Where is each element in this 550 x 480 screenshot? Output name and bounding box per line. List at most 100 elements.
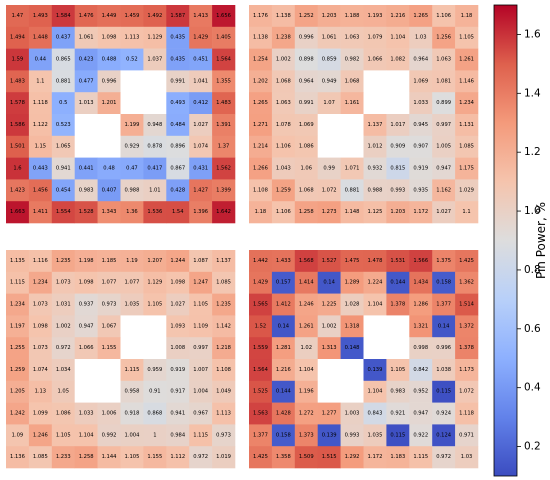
cell-value-label: 1.425 xyxy=(253,454,268,460)
cell-value-label: 1.216 xyxy=(276,367,291,373)
cell-value-label: 0.859 xyxy=(322,57,337,63)
heatmap-cell xyxy=(386,201,410,224)
heatmap-cell xyxy=(409,5,433,28)
cell-value-label: 1.207 xyxy=(147,258,162,264)
cell-value-label: 1.116 xyxy=(33,258,48,264)
heatmap-cell xyxy=(166,92,190,115)
heatmap-cell xyxy=(249,337,273,360)
cell-value-label: 1.137 xyxy=(216,258,231,264)
heatmap-cell xyxy=(294,157,318,180)
cell-value-label: 1.06 xyxy=(300,166,312,172)
cell-value-label: 1.663 xyxy=(10,209,25,215)
heatmap-cell xyxy=(212,201,236,224)
cell-value-label: 1.148 xyxy=(345,209,360,215)
cell-value-label: 1.193 xyxy=(368,13,383,19)
cell-value-label: 1.115 xyxy=(125,367,140,373)
heatmap-cell xyxy=(386,402,410,425)
heatmap-cell xyxy=(97,446,121,469)
cell-value-label: 0.958 xyxy=(125,389,140,395)
cell-value-label: 1.087 xyxy=(193,258,208,264)
cell-value-label: 1.033 xyxy=(413,100,428,106)
cell-value-label: 1.012 xyxy=(368,144,383,150)
cell-value-label: 1.068 xyxy=(299,187,314,193)
heatmap-cell xyxy=(28,135,53,158)
heatmap-cell xyxy=(28,5,53,28)
heatmap-cell xyxy=(28,315,53,338)
cell-value-label: 0.484 xyxy=(170,122,186,128)
cell-value-label: 1.434 xyxy=(413,280,429,286)
heatmap-cell xyxy=(51,135,75,158)
cell-value-label: 1.528 xyxy=(79,209,94,215)
cell-value-label: 1.459 xyxy=(125,13,140,19)
heatmap-cell xyxy=(120,114,144,137)
cell-value-label: 1.085 xyxy=(216,280,231,286)
cell-value-label: 1.066 xyxy=(368,57,383,63)
heatmap-cell xyxy=(143,271,167,294)
cell-value-label: 1.1 xyxy=(462,209,470,215)
cell-value-label: 1.531 xyxy=(390,258,405,264)
heatmap-panel-bottom-left: 1.135 1.116 1.235 1.198 1.185 1.19 1.207 1.244 1… xyxy=(6,250,236,469)
heatmap-cell xyxy=(166,424,190,447)
cell-value-label: 1.142 xyxy=(216,323,231,329)
heatmap-cell xyxy=(120,359,144,382)
heatmap-cell xyxy=(74,26,98,49)
cell-value-label: 1.202 xyxy=(253,78,268,84)
cell-value-label: 1.515 xyxy=(322,454,337,460)
cell-value-label: 0.435 xyxy=(170,35,185,41)
cell-value-label: 1.109 xyxy=(193,323,208,329)
heatmap-cell xyxy=(74,337,98,360)
heatmap-cell xyxy=(432,446,456,469)
heatmap-cell xyxy=(271,48,296,71)
heatmap-cell xyxy=(212,293,236,316)
heatmap-cell xyxy=(28,293,53,316)
cell-value-label: 0.971 xyxy=(459,432,474,438)
heatmap-cell xyxy=(340,446,364,469)
heatmap-cell xyxy=(249,359,273,382)
heatmap-cell xyxy=(28,337,53,360)
cell-value-label: 1.244 xyxy=(170,258,186,264)
heatmap-cell xyxy=(249,179,273,202)
cell-value-label: 1.234 xyxy=(459,100,475,106)
heatmap-cell xyxy=(74,424,98,447)
cell-value-label: 1.642 xyxy=(216,209,231,215)
heatmap-cell xyxy=(340,92,364,115)
heatmap-cell xyxy=(143,359,167,382)
heatmap-cell xyxy=(294,201,318,224)
heatmap-cell xyxy=(340,250,364,273)
cell-value-label: 1.073 xyxy=(56,280,71,286)
cell-value-label: 0.437 xyxy=(56,35,71,41)
heatmap-cell xyxy=(6,359,30,382)
heatmap-cell xyxy=(6,337,30,360)
colorbar-tick-label: 1.6 xyxy=(524,28,541,40)
heatmap-cell xyxy=(432,70,456,93)
heatmap-cell xyxy=(97,5,121,28)
cell-value-label: 1.09 xyxy=(12,432,24,438)
cell-value-label: 1.073 xyxy=(33,302,48,308)
cell-value-label: 1.081 xyxy=(436,78,451,84)
heatmap-cell xyxy=(28,26,53,49)
heatmap-cell xyxy=(143,26,167,49)
heatmap-cell xyxy=(249,315,273,338)
heatmap-cell xyxy=(409,315,433,338)
cell-value-label: 1.017 xyxy=(390,122,405,128)
cell-value-label: 0.964 xyxy=(413,57,429,63)
cell-value-label: 1.318 xyxy=(345,323,360,329)
cell-value-label: 1.007 xyxy=(193,367,208,373)
cell-value-label: 1.559 xyxy=(253,345,268,351)
heatmap-cell xyxy=(294,250,318,273)
heatmap-cell xyxy=(166,293,190,316)
cell-value-label: 0.881 xyxy=(56,78,71,84)
cell-value-label: 0.973 xyxy=(216,432,231,438)
heatmap-cell xyxy=(271,114,296,137)
cell-value-label: 1.373 xyxy=(299,432,314,438)
cell-value-label: 1.115 xyxy=(413,454,428,460)
cell-value-label: 1.113 xyxy=(125,35,140,41)
heatmap-cell xyxy=(28,92,53,115)
cell-value-label: 0.435 xyxy=(170,57,185,63)
cell-value-label: 0.91 xyxy=(149,389,161,395)
heatmap-cell xyxy=(51,26,75,49)
cell-value-label: 1.199 xyxy=(125,122,140,128)
heatmap-cell xyxy=(74,293,98,316)
cell-value-label: 1.527 xyxy=(322,258,337,264)
cell-value-label: 1.129 xyxy=(147,35,162,41)
